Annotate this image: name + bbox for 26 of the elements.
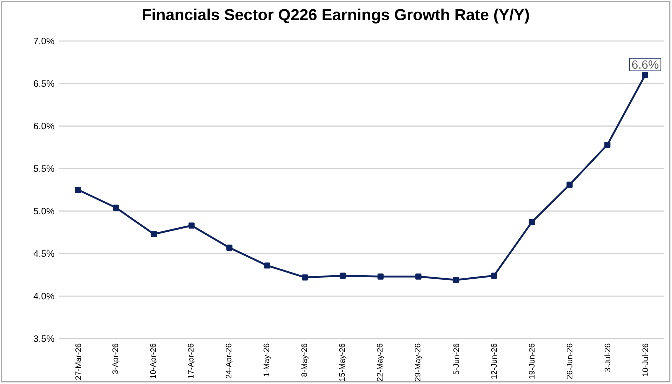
chart-title: Financials Sector Q226 Earnings Growth Rate (Y/Y) [143, 8, 530, 24]
y-tick-label: 6.5% [34, 80, 54, 88]
point [340, 272, 346, 280]
y-tick-label: 4.5% [34, 250, 54, 258]
data-label: 6.6% [632, 60, 659, 70]
point [604, 142, 611, 148]
y-tick-label: 5.0% [34, 208, 54, 215]
point [75, 187, 82, 194]
point [528, 219, 536, 226]
point [416, 274, 422, 280]
point [188, 222, 195, 229]
y-tick-label: 5.5% [34, 166, 54, 172]
point [113, 204, 120, 211]
point [302, 274, 308, 281]
point [642, 72, 648, 78]
point [453, 277, 460, 284]
point [378, 274, 384, 280]
y-tick-label: 4.0% [34, 293, 54, 300]
y-tick-label: 3.5% [34, 336, 54, 342]
point [150, 231, 158, 238]
y-tick-label: 6.0% [34, 123, 54, 130]
point [264, 262, 270, 269]
point [491, 272, 498, 280]
point [226, 244, 233, 251]
y-tick-label: 7.0% [34, 38, 54, 45]
point [566, 182, 573, 188]
